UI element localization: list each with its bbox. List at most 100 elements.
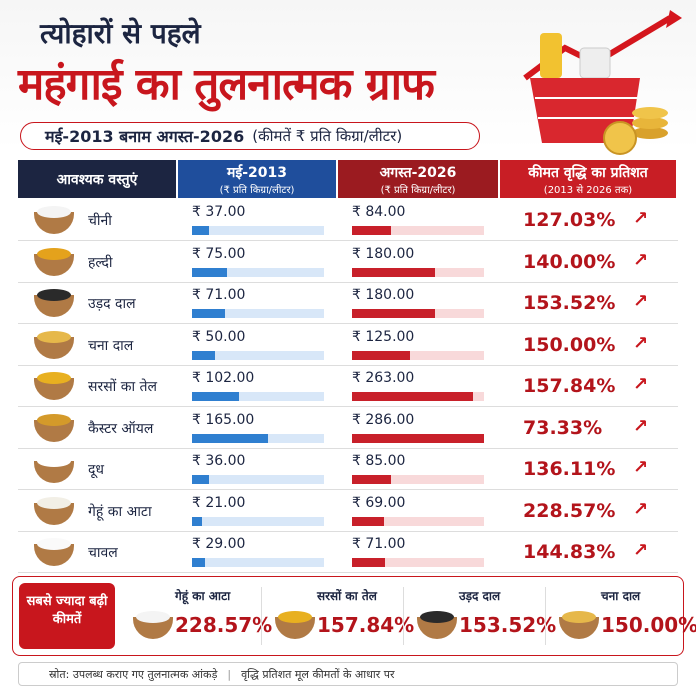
column-note: (₹ प्रति किग्रा/लीटर) [219, 184, 295, 196]
price-label: ₹ 37.00 [192, 204, 246, 220]
bar-track [192, 392, 324, 401]
column-title: कीमत वृद्धि का प्रतिशत [528, 164, 648, 181]
summary-name: उड़द दाल [459, 589, 501, 603]
item-icon [34, 496, 74, 525]
item-icon [34, 538, 74, 566]
price-bar [192, 558, 206, 567]
column-title: मई-2013 [226, 164, 288, 181]
item-icon [34, 455, 74, 483]
up-arrow: ↗ [633, 208, 649, 229]
bar-track [192, 475, 324, 484]
price-label: ₹ 71.00 [352, 536, 406, 552]
divider [545, 587, 546, 645]
increase-percent: 73.33% [523, 416, 603, 439]
price-bar [352, 475, 392, 484]
item-icon [34, 372, 74, 400]
item-name: सरसों का तेल [88, 379, 158, 395]
price-bar [352, 226, 391, 235]
summary-value: 150.00% [601, 613, 696, 637]
increase-percent: 140.00% [523, 250, 616, 273]
item-icon [34, 247, 74, 276]
price-bar [352, 350, 410, 360]
up-arrow: ↗ [633, 415, 649, 437]
bar-track [192, 226, 324, 235]
increase-percent: 144.83% [523, 541, 616, 563]
price-bar [352, 309, 436, 318]
table-row: चीनी ₹ 37.00 ₹ 84.00 127.03% ↗ [18, 200, 678, 241]
item-icon [34, 330, 74, 359]
increase-percent: 153.52% [523, 292, 616, 314]
price-label: ₹ 75.00 [192, 245, 246, 262]
item-name: चना दाल [88, 337, 134, 354]
price-bar [192, 267, 227, 277]
increase-percent: 157.84% [523, 375, 616, 397]
table-row: दूध ₹ 36.00 ₹ 85.00 136.11% ↗ [18, 449, 678, 490]
table-row: उड़द दाल ₹ 71.00 ₹ 180.00 153.52% ↗ [18, 283, 678, 324]
summary-value: 228.57% [175, 613, 273, 637]
bar-track [192, 558, 324, 567]
price-label: ₹ 71.00 [192, 287, 246, 303]
increase-percent: 136.11% [523, 458, 616, 480]
footer-note: वृद्धि प्रतिशत मूल कीमतों के आधार पर [241, 667, 395, 681]
divider [403, 587, 404, 645]
bar-track [192, 516, 324, 526]
summary-value: 157.84% [317, 613, 415, 637]
subtitle-note: (कीमतें ₹ प्रति किग्रा/लीटर) [252, 127, 403, 145]
column-title: आवश्यक वस्तुएं [56, 171, 138, 188]
item-name: कैस्टर ऑयल [88, 420, 154, 437]
price-label: ₹ 21.00 [192, 494, 246, 511]
up-arrow: ↗ [633, 540, 649, 561]
price-bar [352, 558, 385, 567]
summary-items: गेहूं का आटा 228.57% सरसों का तेल 157.84% उड… [119, 577, 696, 655]
bar-track [192, 267, 324, 277]
up-arrow: ↗ [633, 291, 649, 312]
summary-box: सबसे ज्यादा बढ़ी कीमतें गेहूं का आटा 228.… [12, 576, 696, 656]
column-note: (₹ प्रति किग्रा/लीटर) [380, 184, 456, 196]
increase-percent: 127.03% [523, 209, 616, 231]
summary-icon [417, 611, 457, 639]
item-icon [34, 206, 74, 234]
item-name: हल्दी [88, 254, 113, 271]
table-row: कैस्टर ऑयल ₹ 165.00 ₹ 286.00 73.33% ↗ [18, 408, 678, 449]
subtitle: मई-2013 बनाम अगस्त-2026 [45, 127, 245, 146]
price-label: ₹ 165.00 [192, 411, 255, 428]
bar-track [192, 350, 324, 360]
table-row: चावल ₹ 29.00 ₹ 71.00 144.83% ↗ [18, 532, 678, 573]
table-row: हल्दी ₹ 75.00 ₹ 180.00 140.00% ↗ [18, 242, 678, 283]
column-note: (2013 से 2026 तक) [543, 184, 633, 196]
bar-track [192, 309, 324, 318]
price-label: ₹ 180.00 [352, 245, 415, 262]
up-arrow: ↗ [633, 457, 649, 478]
price-label: ₹ 125.00 [352, 328, 415, 345]
price-bar [192, 226, 210, 235]
bar-track [352, 516, 484, 526]
price-label: ₹ 180.00 [352, 287, 415, 303]
summary-icon [133, 611, 173, 639]
summary-title: सबसे ज्यादा बढ़ी कीमतें [19, 583, 115, 649]
up-arrow: ↗ [633, 332, 649, 354]
price-bar [352, 267, 436, 277]
price-bar [192, 475, 209, 484]
price-label: ₹ 36.00 [192, 453, 246, 469]
price-bar [192, 392, 240, 401]
footer: स्रोत: उपलब्ध कराए गए तुलनात्मक आंकड़े |… [18, 662, 678, 686]
item-name: उड़द दाल [88, 296, 136, 312]
item-name: गेहूं का आटा [88, 503, 152, 520]
up-arrow: ↗ [633, 498, 649, 520]
basket-graphic [523, 10, 682, 155]
up-arrow: ↗ [633, 374, 649, 395]
column-header: अगस्त-2026 (₹ प्रति किग्रा/लीटर) [338, 160, 498, 198]
bar-track [352, 475, 484, 484]
table-row: सरसों का तेल ₹ 102.00 ₹ 263.00 157.84% ↗ [18, 366, 678, 407]
price-label: ₹ 69.00 [352, 494, 406, 511]
summary-value: 153.52% [459, 613, 557, 637]
column-header: कीमत वृद्धि का प्रतिशत (2013 से 2026 तक) [500, 160, 676, 198]
summary-icon [559, 611, 599, 639]
price-label: ₹ 286.00 [352, 411, 415, 428]
price-bar [352, 392, 474, 401]
price-bar [192, 350, 216, 360]
item-name: चीनी [88, 213, 112, 229]
bar-track [352, 350, 484, 360]
column-header: मई-2013 (₹ प्रति किग्रा/लीटर) [178, 160, 336, 198]
